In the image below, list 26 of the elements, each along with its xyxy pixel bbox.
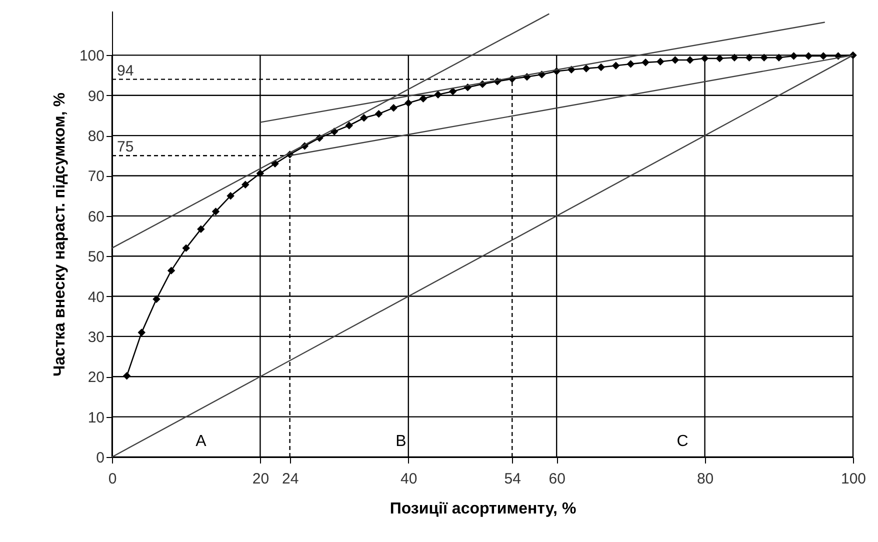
y-tick-label: 20 <box>88 369 104 386</box>
x-tick-label: 0 <box>108 470 117 488</box>
ref-line-label: 94 <box>117 62 134 80</box>
y-tick-label: 30 <box>88 328 104 346</box>
x-tick-label: 40 <box>400 470 418 488</box>
ref-line-label: 54 <box>504 470 521 488</box>
x-tick-label: 20 <box>252 470 270 488</box>
y-tick-label: 0 <box>96 450 104 466</box>
annotation: B <box>396 432 406 450</box>
x-tick-label: 60 <box>548 470 566 488</box>
y-tick-label: 80 <box>88 128 104 146</box>
x-tick-label: 100 <box>840 470 866 488</box>
annotation: C <box>676 432 688 450</box>
ref-line-label: 75 <box>117 138 134 156</box>
y-tick-label: 40 <box>88 288 104 306</box>
y-tick-label: 70 <box>88 168 104 186</box>
y-tick-label: 100 <box>79 48 104 65</box>
x-tick-label: 80 <box>696 470 714 488</box>
annotation: A <box>196 432 207 450</box>
y-tick-label: 60 <box>88 208 104 226</box>
y-tick-label: 10 <box>88 409 104 426</box>
ref-line-label: 24 <box>282 470 299 488</box>
y-tick-label: 50 <box>88 248 104 266</box>
x-axis-title: Позиції асортименту, % <box>390 500 576 518</box>
y-axis-title: Частка внеску нараст. підсумком, % <box>51 92 68 376</box>
y-tick-label: 90 <box>88 88 104 105</box>
